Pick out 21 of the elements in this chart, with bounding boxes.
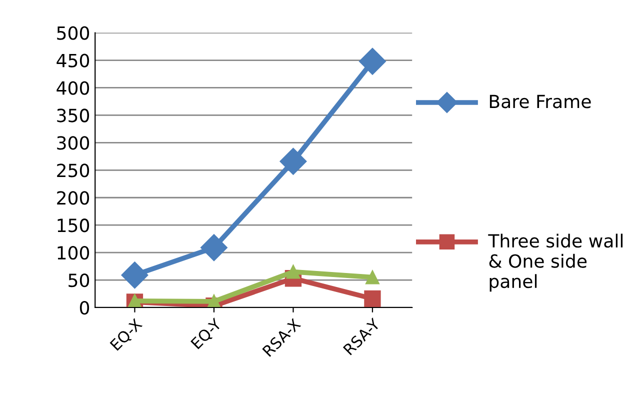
legend-label: Three side wall & One side panel bbox=[488, 234, 623, 292]
y-tick-label: 500 bbox=[57, 26, 90, 40]
point bbox=[207, 294, 221, 308]
y-tick-label: 350 bbox=[57, 108, 90, 122]
point bbox=[280, 148, 307, 175]
point bbox=[366, 270, 380, 284]
y-tick-label: 300 bbox=[57, 136, 90, 150]
point bbox=[364, 290, 381, 308]
y-tick-label: 150 bbox=[58, 218, 90, 232]
legend-label: Bare Frame bbox=[490, 94, 591, 108]
y-tick-label: 400 bbox=[56, 81, 90, 95]
y-tick-label: 450 bbox=[56, 54, 90, 68]
point bbox=[200, 234, 228, 262]
point bbox=[359, 48, 386, 75]
y-tick-label: 200 bbox=[57, 191, 90, 205]
y-tick-label: 250 bbox=[57, 164, 90, 178]
y-tick-label: 100 bbox=[58, 246, 90, 260]
point bbox=[121, 262, 148, 289]
point bbox=[286, 264, 300, 279]
y-tick-label: 0 bbox=[80, 300, 90, 315]
y-tick-label: 50 bbox=[68, 273, 90, 288]
